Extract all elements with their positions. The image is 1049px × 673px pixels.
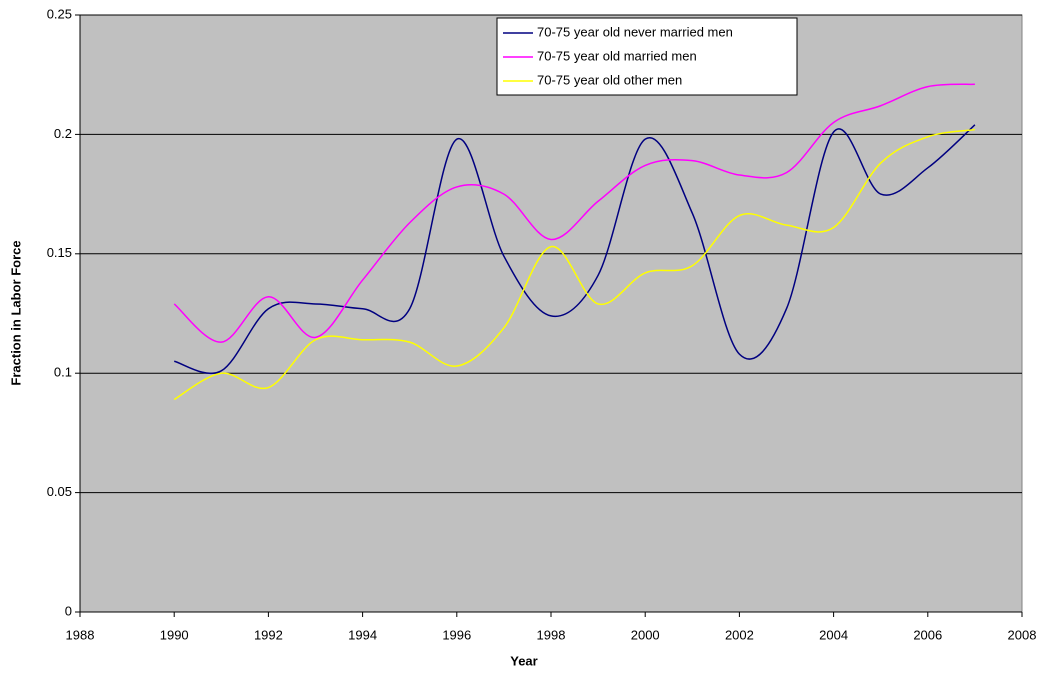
y-axis-title: Fraction in Labor Force [8, 240, 23, 385]
y-tick-label: 0.1 [54, 365, 72, 380]
legend-label: 70-75 year old other men [537, 72, 682, 87]
x-tick-label: 1990 [160, 627, 189, 642]
series-line [173, 128, 976, 401]
legend-label: 70-75 year old never married men [537, 24, 733, 39]
series-line [173, 124, 976, 374]
y-tick-label: 0.15 [47, 245, 72, 260]
x-tick-label: 2000 [631, 627, 660, 642]
y-tick-label: 0.25 [47, 6, 72, 21]
x-tick-label: 1996 [442, 627, 471, 642]
x-tick-label: 1992 [254, 627, 283, 642]
x-tick-label: 1988 [66, 627, 95, 642]
x-tick-label: 1998 [537, 627, 566, 642]
x-tick-label: 2002 [725, 627, 754, 642]
x-tick-label: 2006 [913, 627, 942, 642]
x-axis-title: Year [510, 653, 537, 668]
y-tick-label: 0 [65, 603, 72, 618]
series-line [173, 83, 975, 343]
x-tick-label: 2004 [819, 627, 848, 642]
legend-label: 70-75 year old married men [537, 48, 697, 63]
plot-area [79, 14, 1023, 613]
legend-box [496, 17, 798, 96]
x-tick-label: 2008 [1008, 627, 1037, 642]
x-tick-label: 1994 [348, 627, 377, 642]
y-tick-label: 0.05 [47, 484, 72, 499]
y-tick-label: 0.2 [54, 126, 72, 141]
